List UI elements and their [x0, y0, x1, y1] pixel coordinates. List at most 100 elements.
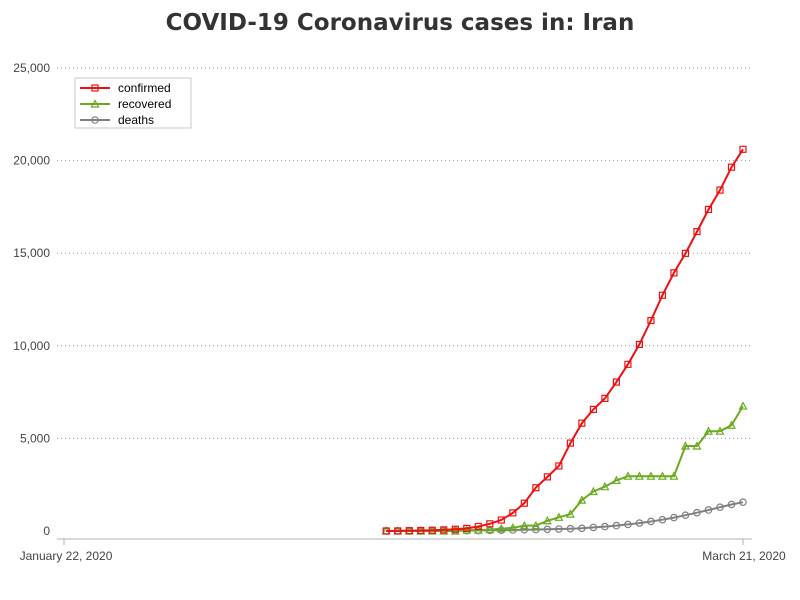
data-point: [635, 519, 644, 527]
data-point: [739, 498, 747, 506]
data-point: [462, 525, 472, 534]
data-point: [669, 471, 679, 480]
data-point: [394, 527, 402, 535]
legend-item-recovered: recovered: [80, 97, 171, 111]
data-point: [647, 316, 655, 325]
data-point: [497, 516, 505, 524]
y-tick-label: 20,000: [13, 154, 50, 168]
data-point: [554, 512, 564, 521]
data-point: [90, 99, 100, 108]
data-point: [727, 500, 736, 509]
data-point: [486, 520, 494, 528]
legend-label: recovered: [118, 97, 171, 111]
data-point: [91, 116, 99, 124]
data-point: [634, 471, 644, 480]
data-point: [658, 291, 667, 299]
data-point: [509, 509, 517, 517]
data-point: [601, 394, 609, 402]
y-tick-label: 0: [43, 524, 50, 538]
data-point: [680, 441, 690, 450]
data-point: [450, 526, 460, 535]
data-point: [417, 526, 425, 535]
data-point: [577, 495, 587, 504]
data-point: [692, 441, 702, 450]
data-point: [703, 426, 713, 435]
data-point: [485, 524, 495, 534]
data-point: [463, 524, 471, 533]
series-layer: [381, 145, 748, 535]
data-point: [611, 475, 621, 485]
legend-item-confirmed: confirmed: [80, 81, 171, 95]
data-point: [716, 503, 724, 512]
legend: confirmed recovered deaths: [74, 77, 192, 129]
data-point: [601, 522, 609, 531]
data-point: [578, 419, 586, 427]
data-point: [681, 511, 690, 520]
data-point: [657, 471, 667, 480]
x-tick-label: March 21, 2020: [702, 549, 786, 563]
data-point: [704, 205, 713, 214]
chart-title: COVID-19 Coronavirus cases in: Iran: [165, 10, 635, 36]
series-recovered: [381, 401, 748, 535]
data-point: [578, 524, 586, 533]
data-point: [624, 360, 632, 368]
data-point: [440, 526, 448, 534]
series-confirmed: [382, 145, 747, 535]
data-point: [658, 515, 667, 524]
y-tick-label: 10,000: [13, 339, 50, 353]
data-point: [600, 481, 610, 491]
data-point: [670, 269, 678, 277]
data-point: [543, 473, 551, 481]
data-point: [428, 526, 436, 534]
data-point: [612, 378, 621, 386]
data-point: [647, 517, 655, 526]
y-tick-label: 25,000: [13, 61, 50, 75]
data-point: [382, 527, 390, 535]
data-point: [531, 520, 541, 530]
data-point: [681, 249, 690, 257]
axes: 0 5,000 10,000 15,000 20,000 25,000 January 22…: [13, 61, 786, 563]
data-point: [704, 506, 713, 514]
data-point: [91, 84, 99, 92]
data-point: [646, 471, 656, 480]
data-point: [405, 527, 413, 535]
legend-item-deaths: deaths: [80, 113, 154, 127]
data-point: [635, 340, 644, 349]
data-point: [496, 523, 506, 533]
data-point: [588, 486, 598, 496]
data-point: [623, 471, 633, 480]
y-tick-label: 15,000: [13, 246, 50, 260]
data-point: [519, 520, 529, 530]
data-point: [555, 462, 563, 470]
data-point: [612, 521, 621, 530]
data-point: [727, 163, 736, 171]
data-point: [624, 520, 632, 529]
data-point: [566, 524, 575, 533]
data-point: [726, 420, 736, 429]
data-point: [555, 525, 563, 533]
series-line: [386, 148, 744, 532]
data-point: [670, 513, 678, 522]
data-point: [715, 426, 725, 435]
data-point: [738, 401, 748, 410]
data-point: [716, 186, 724, 194]
data-point: [566, 439, 574, 447]
data-point: [565, 509, 575, 518]
data-point: [739, 145, 747, 153]
data-point: [474, 522, 482, 531]
data-point: [532, 484, 540, 492]
data-point: [543, 525, 552, 534]
y-tick-label: 5,000: [20, 431, 50, 445]
legend-label: confirmed: [118, 81, 171, 95]
legend-label: deaths: [118, 113, 154, 127]
data-point: [542, 516, 552, 525]
x-tick-label: January 22, 2020: [20, 549, 113, 563]
data-point: [589, 523, 598, 532]
data-point: [508, 522, 518, 532]
data-point: [451, 525, 459, 533]
data-point: [589, 405, 597, 413]
data-point: [693, 508, 701, 517]
data-point: [693, 227, 701, 236]
series-line: [386, 405, 744, 532]
